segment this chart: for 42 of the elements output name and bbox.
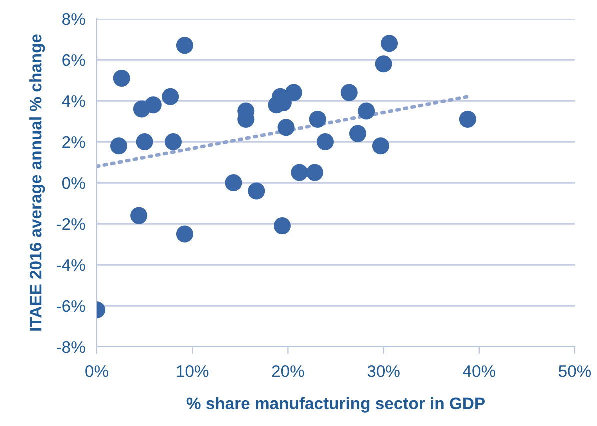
point (349, 125, 366, 142)
point (291, 164, 308, 182)
y-tick-label: 4% (62, 95, 86, 108)
point (316, 133, 334, 151)
point (176, 37, 194, 54)
y-tick-label: 8% (62, 13, 86, 26)
x-tick-label: 30% (368, 365, 400, 378)
point (381, 35, 398, 52)
y-tick-label: 0% (62, 177, 86, 190)
point (136, 133, 154, 151)
y-tick-label: -6% (56, 300, 86, 312)
x-tick-label: 50% (558, 365, 592, 378)
point (358, 102, 376, 120)
point (459, 110, 476, 128)
point (176, 226, 194, 243)
point (274, 218, 291, 235)
point (372, 138, 390, 155)
point (278, 119, 295, 136)
point (162, 88, 180, 106)
x-tick-label: 0% (86, 365, 108, 378)
point (340, 84, 358, 102)
x-tick-label: 10% (177, 365, 209, 378)
point (285, 84, 302, 102)
point (144, 96, 162, 114)
point (309, 110, 326, 128)
point (306, 164, 324, 182)
x-tick-label: 40% (463, 365, 496, 378)
y-tick-label: 6% (62, 54, 86, 66)
y-tick-label: -2% (56, 218, 86, 230)
point (225, 174, 242, 192)
y-tick-label: -8% (56, 341, 86, 354)
y-tick-label: 2% (62, 136, 86, 148)
point (130, 207, 148, 224)
point (164, 133, 182, 151)
point (110, 138, 128, 155)
y-axis-title: ITAEE 2016 average annual % change (30, 34, 46, 331)
point (248, 182, 266, 200)
point (375, 56, 392, 73)
y-tick-label: -4% (56, 259, 86, 272)
x-axis-title: % share manufacturing sector in GDP (186, 397, 486, 413)
point (113, 70, 130, 87)
x-tick-label: 20% (272, 365, 304, 378)
